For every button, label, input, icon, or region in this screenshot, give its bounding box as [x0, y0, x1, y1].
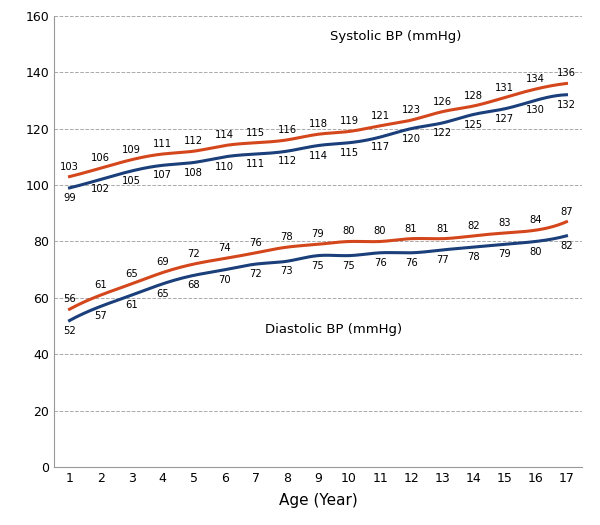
Text: 65: 65 [157, 289, 169, 299]
Text: 111: 111 [153, 139, 172, 149]
Text: 119: 119 [340, 117, 359, 127]
Text: 99: 99 [63, 193, 76, 203]
Text: 108: 108 [184, 167, 203, 177]
Text: 112: 112 [184, 136, 203, 146]
Text: 115: 115 [247, 128, 265, 138]
Text: 72: 72 [250, 269, 262, 279]
Text: 121: 121 [371, 111, 389, 121]
Text: 130: 130 [526, 106, 545, 116]
Text: 70: 70 [218, 275, 231, 285]
Text: Systolic BP (mmHg): Systolic BP (mmHg) [330, 30, 461, 43]
Text: 80: 80 [529, 247, 542, 257]
Text: 76: 76 [405, 258, 418, 268]
Text: 112: 112 [277, 156, 296, 166]
Text: 80: 80 [343, 226, 355, 236]
Text: 114: 114 [308, 151, 328, 161]
Text: 103: 103 [60, 162, 79, 172]
Text: 69: 69 [157, 257, 169, 267]
Text: 128: 128 [464, 91, 483, 101]
Text: 82: 82 [467, 221, 479, 231]
Text: 109: 109 [122, 144, 141, 154]
Text: 132: 132 [557, 100, 576, 110]
Text: 57: 57 [94, 311, 107, 321]
Text: 75: 75 [343, 261, 355, 271]
Text: 136: 136 [557, 68, 576, 78]
Text: 134: 134 [526, 74, 545, 84]
Text: 83: 83 [498, 218, 511, 228]
Text: 74: 74 [218, 244, 231, 254]
Text: 106: 106 [91, 153, 110, 163]
Text: 116: 116 [277, 125, 296, 135]
Text: 68: 68 [187, 280, 200, 290]
Text: 81: 81 [436, 224, 449, 234]
X-axis label: Age (Year): Age (Year) [278, 494, 358, 508]
Text: 105: 105 [122, 176, 141, 186]
Text: 131: 131 [495, 82, 514, 92]
Text: 61: 61 [125, 300, 138, 310]
Text: 61: 61 [94, 280, 107, 290]
Text: 123: 123 [401, 105, 421, 115]
Text: 107: 107 [153, 171, 172, 181]
Text: 79: 79 [498, 249, 511, 259]
Text: 111: 111 [247, 159, 265, 169]
Text: 72: 72 [187, 249, 200, 259]
Text: 56: 56 [63, 294, 76, 304]
Text: 81: 81 [405, 224, 418, 234]
Text: 115: 115 [340, 148, 359, 158]
Text: 75: 75 [311, 261, 325, 271]
Text: 78: 78 [467, 252, 479, 262]
Text: 125: 125 [464, 120, 483, 130]
Text: 76: 76 [250, 238, 262, 248]
Text: Diastolic BP (mmHg): Diastolic BP (mmHg) [265, 323, 402, 337]
Text: 82: 82 [560, 241, 573, 251]
Text: 87: 87 [560, 207, 573, 217]
Text: 126: 126 [433, 97, 452, 107]
Text: 52: 52 [63, 326, 76, 335]
Text: 120: 120 [401, 134, 421, 144]
Text: 77: 77 [436, 255, 449, 265]
Text: 76: 76 [374, 258, 386, 268]
Text: 78: 78 [281, 232, 293, 242]
Text: 110: 110 [215, 162, 235, 172]
Text: 122: 122 [433, 128, 452, 138]
Text: 73: 73 [281, 266, 293, 276]
Text: 127: 127 [495, 114, 514, 124]
Text: 114: 114 [215, 131, 235, 141]
Text: 80: 80 [374, 226, 386, 236]
Text: 84: 84 [529, 215, 542, 225]
Text: 65: 65 [125, 269, 138, 279]
Text: 79: 79 [311, 229, 325, 239]
Text: 118: 118 [308, 119, 328, 129]
Text: 117: 117 [371, 142, 389, 152]
Text: 102: 102 [91, 184, 110, 194]
